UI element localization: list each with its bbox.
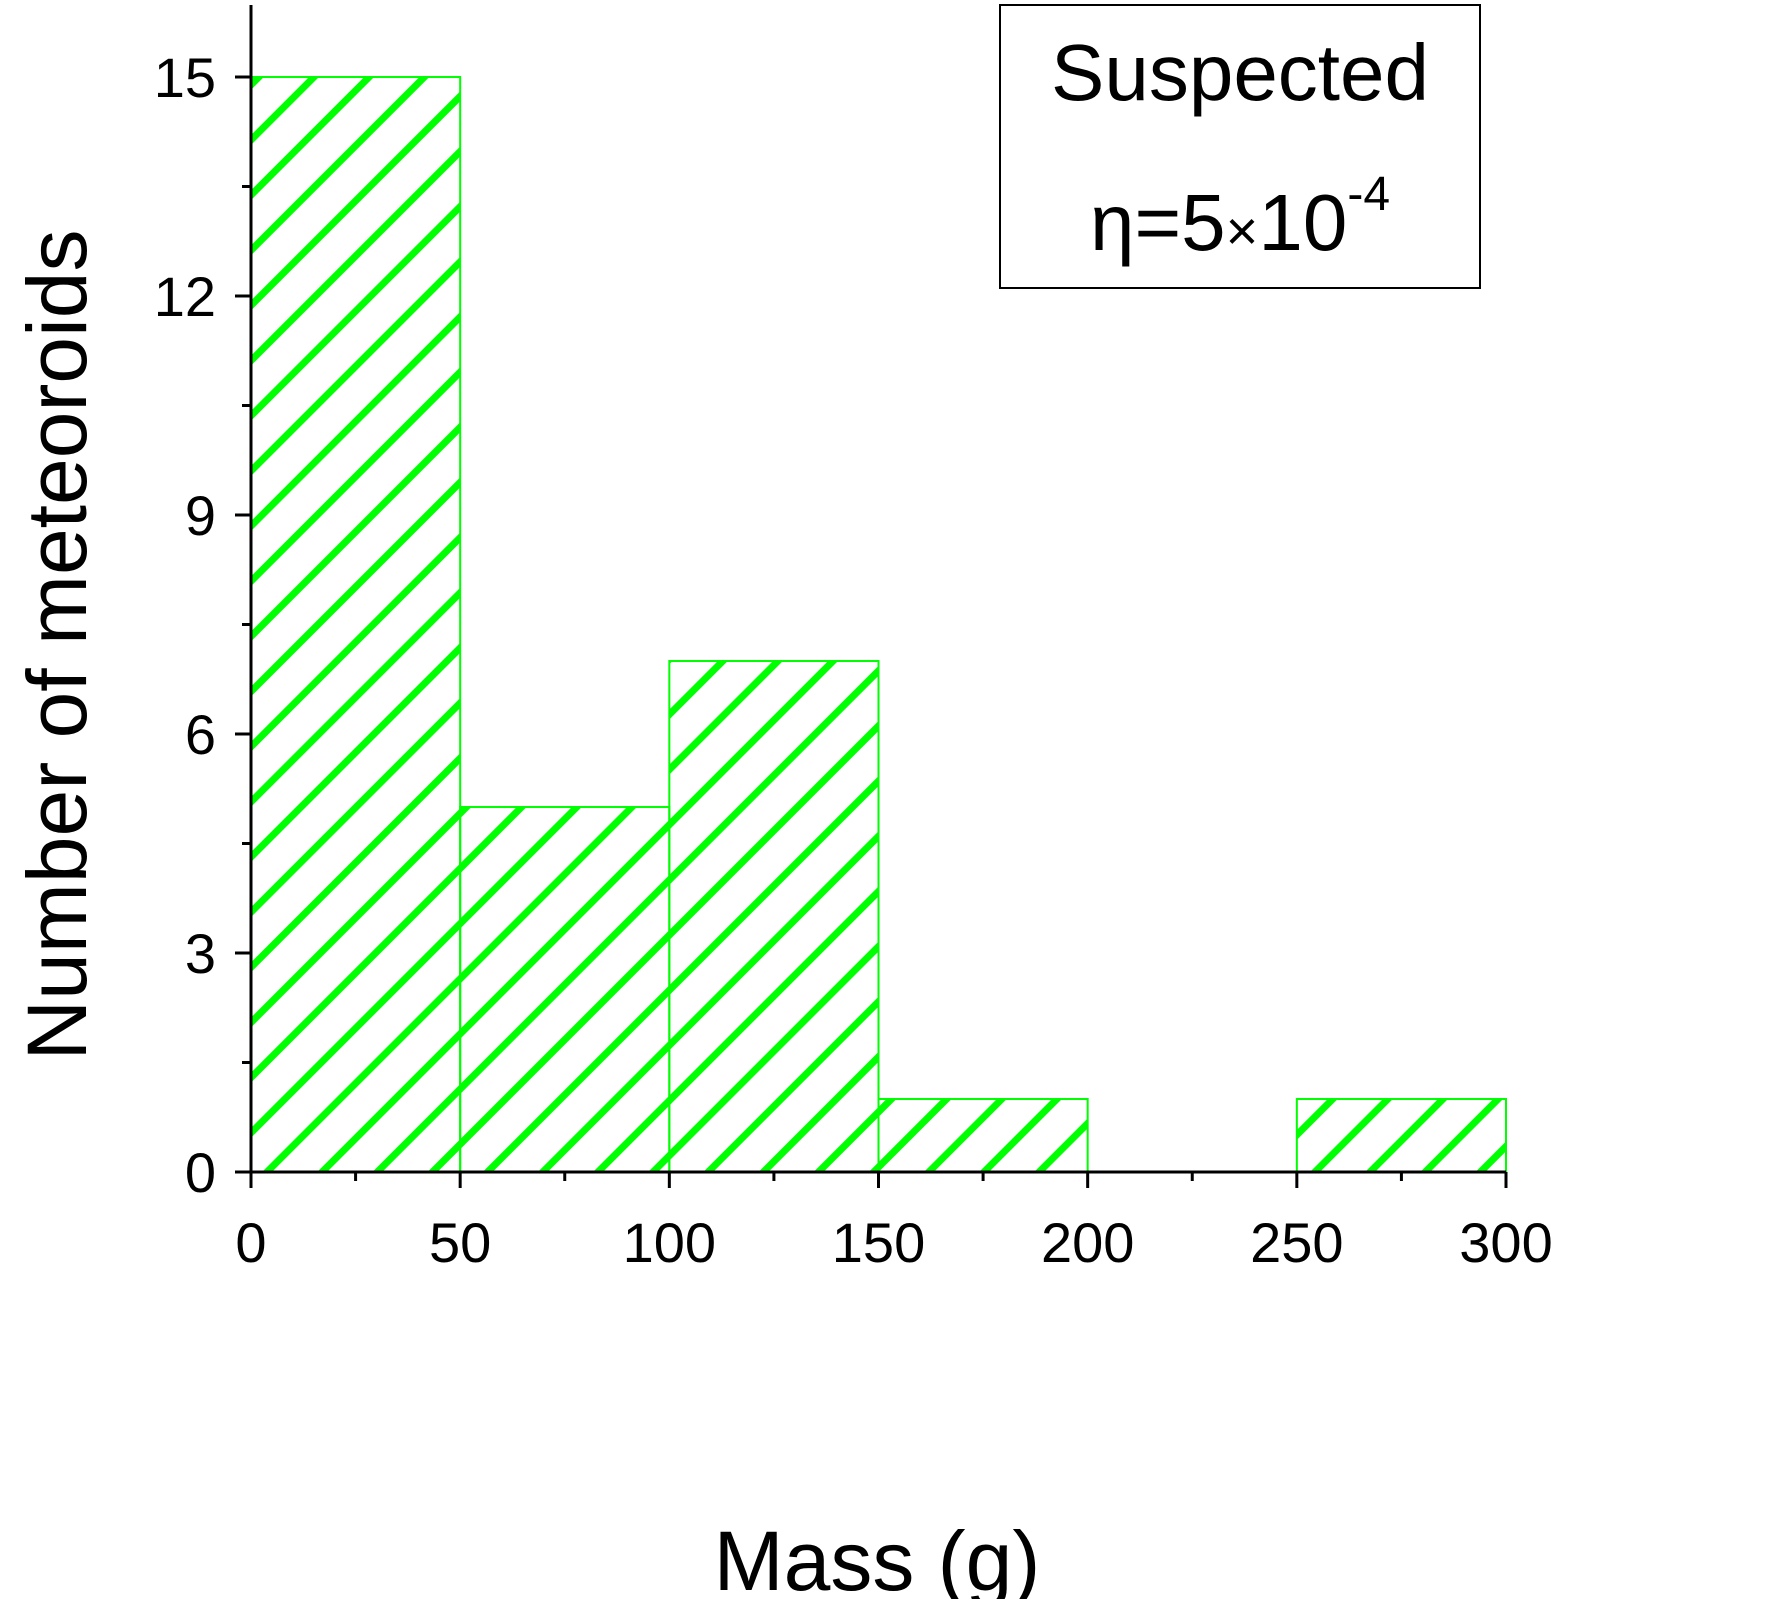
y-tick-label: 12 bbox=[154, 265, 216, 328]
y-tick-label: 9 bbox=[185, 484, 216, 547]
y-tick-label: 6 bbox=[185, 703, 216, 766]
x-tick-label: 100 bbox=[623, 1211, 716, 1274]
annotation-line1: Suspected bbox=[1051, 28, 1429, 117]
x-tick-label: 200 bbox=[1041, 1211, 1134, 1274]
histogram-bar bbox=[668, 660, 880, 1173]
y-axis-title: Number of meteoroids bbox=[10, 229, 104, 1060]
x-ticks-layer: 0 50 100 150 200 250 300 bbox=[235, 1172, 1553, 1274]
times-symbol: × bbox=[1226, 199, 1259, 262]
eta-equals: =5 bbox=[1134, 178, 1225, 267]
x-tick-label: 50 bbox=[429, 1211, 491, 1274]
histogram-bar bbox=[877, 1098, 1089, 1173]
y-ticks-layer: 0 3 6 9 12 15 bbox=[154, 46, 251, 1204]
y-tick-label: 3 bbox=[185, 922, 216, 985]
histogram-bar bbox=[1295, 1098, 1508, 1173]
y-tick-label: 0 bbox=[185, 1141, 216, 1204]
annotation-box: Suspected η=5×10-4 bbox=[999, 4, 1481, 289]
eta-symbol: η bbox=[1090, 178, 1135, 267]
x-tick-label: 150 bbox=[832, 1211, 925, 1274]
x-tick-label: 250 bbox=[1250, 1211, 1343, 1274]
x-tick-label: 0 bbox=[235, 1211, 266, 1274]
x-axis-title: Mass (g) bbox=[714, 1514, 1041, 1599]
x-tick-label: 300 bbox=[1459, 1211, 1552, 1274]
histogram-bar bbox=[250, 76, 462, 1173]
bars-layer bbox=[250, 76, 1508, 1173]
exponent: -4 bbox=[1347, 168, 1390, 221]
histogram-bar bbox=[459, 806, 671, 1173]
annotation-frame bbox=[999, 4, 1481, 289]
annotation-eta-line: η=5×10-4 bbox=[1090, 168, 1390, 267]
ten-base: 10 bbox=[1258, 178, 1347, 267]
y-tick-label: 15 bbox=[154, 46, 216, 109]
